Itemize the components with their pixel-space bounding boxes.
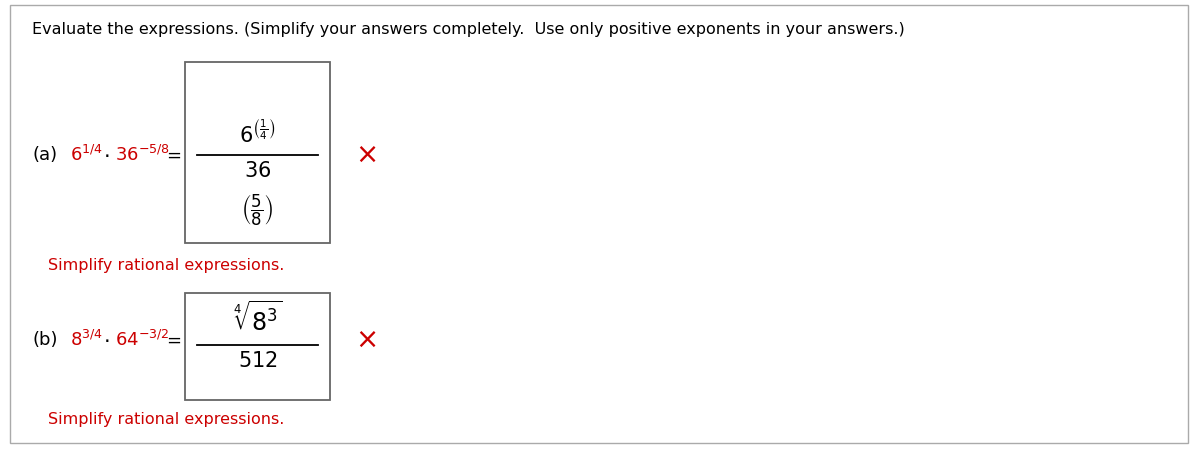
Text: $36^{-5/8}$: $36^{-5/8}$ [115,145,169,165]
Text: ×: × [355,141,378,169]
Text: Simplify rational expressions.: Simplify rational expressions. [48,412,284,427]
Text: (a): (a) [32,146,58,164]
Text: Evaluate the expressions. (Simplify your answers completely.  Use only positive : Evaluate the expressions. (Simplify your… [32,22,905,37]
Text: $6^{1/4}$: $6^{1/4}$ [70,145,103,165]
Text: ×: × [355,326,378,354]
Text: $36$: $36$ [244,161,271,181]
Text: $6^{\left(\frac{1}{4}\right)}$: $6^{\left(\frac{1}{4}\right)}$ [239,120,276,147]
Text: $64^{-3/2}$: $64^{-3/2}$ [115,330,169,350]
Text: (b): (b) [32,331,58,349]
Text: $\left(\dfrac{5}{8}\right)$: $\left(\dfrac{5}{8}\right)$ [241,193,274,228]
Text: $\cdot$: $\cdot$ [103,145,109,165]
Text: $=$: $=$ [163,331,181,349]
Text: $\cdot$: $\cdot$ [103,330,109,350]
Text: Simplify rational expressions.: Simplify rational expressions. [48,258,284,273]
Bar [185,293,330,400]
Text: $=$: $=$ [163,146,181,164]
Bar [185,62,330,243]
Text: $512$: $512$ [238,351,277,371]
Text: $\sqrt[4]{8^3}$: $\sqrt[4]{8^3}$ [233,302,282,337]
Text: $8^{3/4}$: $8^{3/4}$ [70,330,103,350]
